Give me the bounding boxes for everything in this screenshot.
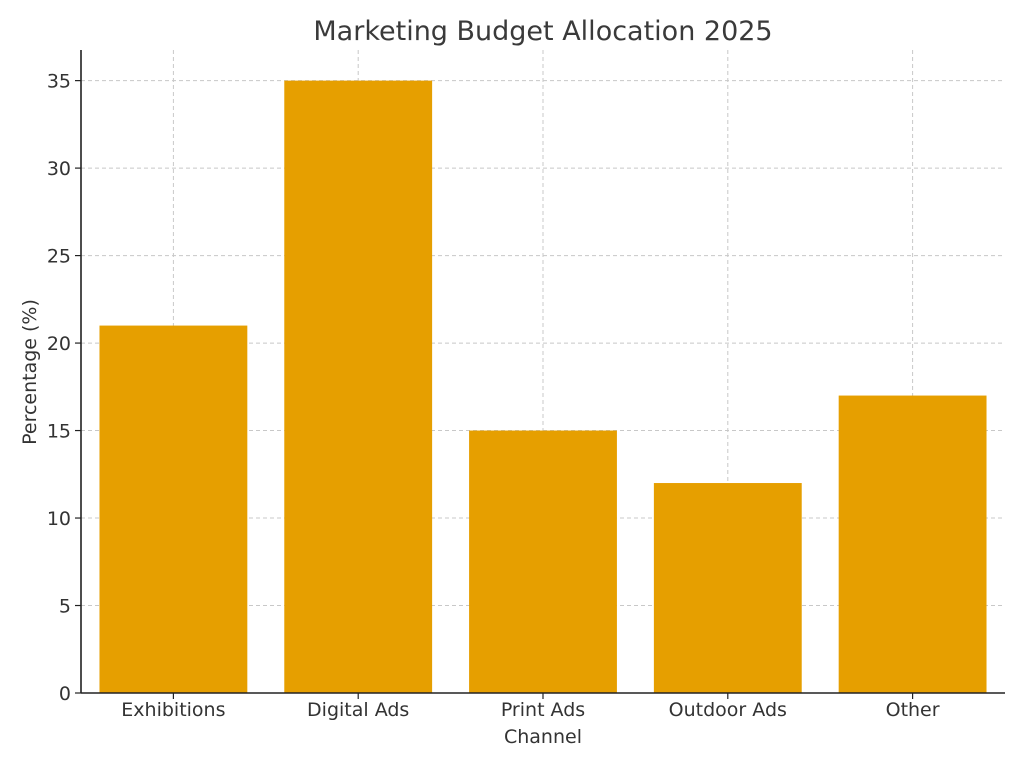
- bars: [99, 80, 987, 694]
- x-tick-label: Digital Ads: [307, 699, 409, 721]
- chart-title: Marketing Budget Allocation 2025: [313, 16, 772, 47]
- x-tick-label: Exhibitions: [121, 699, 225, 721]
- y-tick-label: 15: [47, 421, 71, 443]
- x-axis-label: Channel: [504, 726, 582, 748]
- y-tick-label: 10: [47, 508, 71, 530]
- x-tick-label: Print Ads: [501, 699, 585, 721]
- bar-outdoor-ads: [653, 483, 802, 693]
- bar-exhibitions: [99, 325, 248, 693]
- y-tick-label: 35: [47, 71, 71, 93]
- bar-other: [838, 395, 987, 693]
- y-tick-label: 0: [59, 683, 71, 705]
- y-tick-label: 30: [47, 158, 71, 180]
- y-axis-label: Percentage (%): [19, 299, 41, 445]
- y-tick-label: 25: [47, 246, 71, 268]
- x-tick-label: Other: [886, 699, 940, 721]
- axes: [75, 50, 1005, 699]
- bar-digital-ads: [284, 80, 433, 694]
- y-tick-label: 20: [47, 333, 71, 355]
- tick-labels: 0 5 10 15 20 25 30 35 Exhibitions Digital Ads Prin…: [47, 71, 940, 721]
- bar-print-ads: [469, 430, 617, 693]
- y-tick-label: 5: [59, 596, 71, 618]
- x-tick-label: Outdoor Ads: [669, 699, 787, 721]
